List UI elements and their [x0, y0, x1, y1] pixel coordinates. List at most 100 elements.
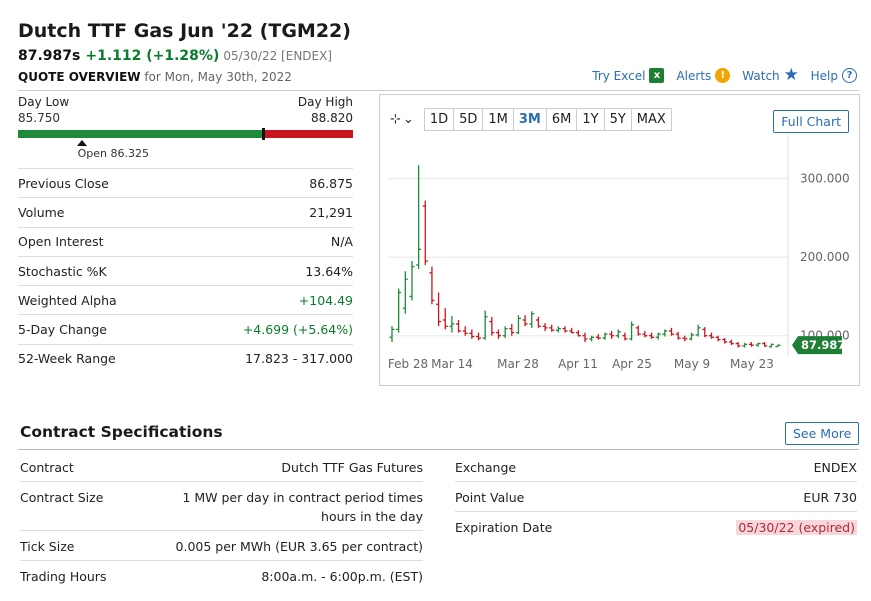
spec-label: Expiration Date [455, 520, 553, 535]
page-title: Dutch TTF Gas Jun '22 (TGM22) [18, 20, 351, 42]
toolbar: Try Excel x Alerts ! Watch ★ Help ? [592, 65, 857, 85]
day-high-value: 88.820 [311, 111, 353, 125]
y-tick-label: 300.000 [800, 172, 850, 186]
price-change: +1.112 (+1.28%) [85, 48, 220, 64]
chart-toolbar: ⊹ ⌄ 1D 5D 1M 3M 6M 1Y 5Y MAX [390, 108, 672, 131]
stat-row: Stochastic %K 13.64% [18, 255, 353, 285]
watch-link[interactable]: Watch ★ [742, 65, 799, 85]
stat-label: Open Interest [18, 234, 104, 250]
spec-value-text: 1 MW per day in contract period times ho… [182, 490, 423, 524]
stat-value: 86.875 [309, 175, 353, 191]
stat-row: 5-Day Change +4.699 (+5.64%) [18, 314, 353, 343]
x-tick-label: May 23 [730, 357, 774, 371]
period-5d[interactable]: 5D [453, 109, 482, 130]
x-tick-label: May 9 [674, 357, 710, 371]
contract-specs-title: Contract Specifications [20, 423, 223, 441]
last-price: 87.987s [18, 48, 81, 64]
star-icon: ★ [783, 65, 799, 85]
spec-row: Tick Size 0.005 per MWh (EUR 3.65 per con… [20, 531, 423, 561]
specs-left-table: Contract Dutch TTF Gas Futures Contract Si… [20, 452, 423, 590]
day-high-label: Day High [297, 95, 353, 109]
spec-label: Tick Size [20, 539, 75, 554]
spec-row: Exchange ENDEX [455, 452, 857, 482]
last-price-tag [792, 336, 842, 355]
spec-row: Point Value EUR 730 [455, 482, 857, 512]
spec-value: ENDEX [814, 458, 857, 477]
stat-row: Open Interest N/A [18, 226, 353, 256]
excel-icon: x [649, 68, 665, 83]
stat-label: Stochastic %K [18, 263, 107, 279]
period-1d[interactable]: 1D [429, 112, 449, 127]
stat-row: Volume 21,291 [18, 197, 353, 226]
quote-overview-date: for Mon, May 30th, 2022 [144, 70, 292, 84]
stats-table: Previous Close 86.875 Volume 21,291 Open Int… [18, 168, 353, 373]
spec-value-text: EUR 730 [803, 490, 857, 505]
spec-value-text: Dutch TTF Gas Futures [281, 460, 423, 475]
spec-row: Expiration Date 05/30/22 (expired) [455, 512, 857, 541]
period-selector: 1D 5D 1M 3M 6M 1Y 5Y MAX [423, 108, 672, 131]
last-price-marker [261, 128, 265, 140]
spec-label: Contract Size [20, 490, 104, 505]
alert-icon: ! [715, 68, 731, 83]
period-5y[interactable]: 5Y [603, 109, 631, 130]
day-range-bar: Open 86.325 [18, 128, 353, 160]
stat-value: 17.823 - 317.000 [245, 351, 353, 367]
y-tick-label: 200.000 [800, 250, 850, 264]
stat-label: Weighted Alpha [18, 292, 117, 308]
help-icon: ? [842, 68, 857, 83]
full-chart-button[interactable]: Full Chart [773, 110, 849, 133]
quote-date-exchange: 05/30/22 [ENDEX] [223, 49, 333, 63]
last-price-tag-label: 87.987 [801, 338, 845, 352]
spec-row: Contract Size 1 MW per day in contract pe… [20, 482, 423, 531]
price-line: 87.987s +1.112 (+1.28%) 05/30/22 [ENDEX] [18, 48, 332, 64]
crosshair-icon: ⊹ [390, 112, 401, 127]
spec-label: Contract [20, 460, 74, 475]
spec-value: Dutch TTF Gas Futures [281, 458, 423, 477]
alerts-link[interactable]: Alerts ! [676, 68, 731, 83]
spec-value: 8:00a.m. - 6:00p.m. (EST) [261, 567, 423, 586]
stat-row: 52-Week Range 17.823 - 317.000 [18, 343, 353, 373]
period-1m[interactable]: 1M [482, 109, 513, 130]
stat-value: +4.699 (+5.64%) [242, 322, 353, 338]
expiration-badge: 05/30/22 (expired) [736, 520, 857, 535]
stat-row: Weighted Alpha +104.49 [18, 285, 353, 314]
period-max[interactable]: MAX [630, 109, 671, 130]
stat-value: 21,291 [309, 204, 353, 220]
specs-right-table: Exchange ENDEX Point Value EUR 730 Expiratio… [455, 452, 857, 541]
open-arrow-icon [76, 140, 87, 146]
stat-label: Previous Close [18, 175, 109, 191]
chevron-down-icon: ⌄ [402, 112, 414, 127]
header-divider [18, 90, 859, 91]
stat-value: N/A [330, 234, 353, 250]
spec-label: Exchange [455, 460, 517, 475]
stat-row: Previous Close 86.875 [18, 168, 353, 197]
crosshair-tool[interactable]: ⊹ ⌄ [390, 112, 414, 127]
spec-row: Contract Dutch TTF Gas Futures [20, 452, 423, 482]
range-bar-down [262, 130, 353, 138]
help-link[interactable]: Help ? [811, 68, 857, 83]
see-more-button[interactable]: See More [785, 422, 860, 445]
spec-label: Point Value [455, 490, 525, 505]
day-low-label: Day Low [18, 95, 70, 109]
spec-value-text: 8:00a.m. - 6:00p.m. (EST) [261, 569, 423, 584]
spec-value-text: 0.005 per MWh (EUR 3.65 per contract) [175, 539, 423, 554]
period-3m[interactable]: 3M [512, 109, 546, 130]
stat-label: 5-Day Change [18, 322, 107, 338]
open-price-label: Open 86.325 [77, 147, 150, 160]
spec-value: 05/30/22 (expired) [736, 518, 857, 537]
spec-row: Trading Hours 8:00a.m. - 6:00p.m. (EST) [20, 561, 423, 590]
x-tick-label: Feb 28 [388, 357, 428, 371]
quote-overview-label: QUOTE OVERVIEW [18, 70, 141, 84]
spec-value: EUR 730 [803, 488, 857, 507]
spec-value-text: ENDEX [813, 460, 857, 475]
period-1y[interactable]: 1Y [576, 109, 603, 130]
spec-value: 1 MW per day in contract period times ho… [173, 488, 423, 526]
watch-label: Watch [742, 68, 780, 83]
alerts-label: Alerts [676, 68, 712, 83]
x-tick-label: Mar 14 [431, 357, 473, 371]
help-label: Help [810, 68, 838, 83]
stat-value: 13.64% [305, 263, 353, 279]
period-6m[interactable]: 6M [545, 109, 577, 130]
try-excel-link[interactable]: Try Excel x [592, 68, 665, 83]
